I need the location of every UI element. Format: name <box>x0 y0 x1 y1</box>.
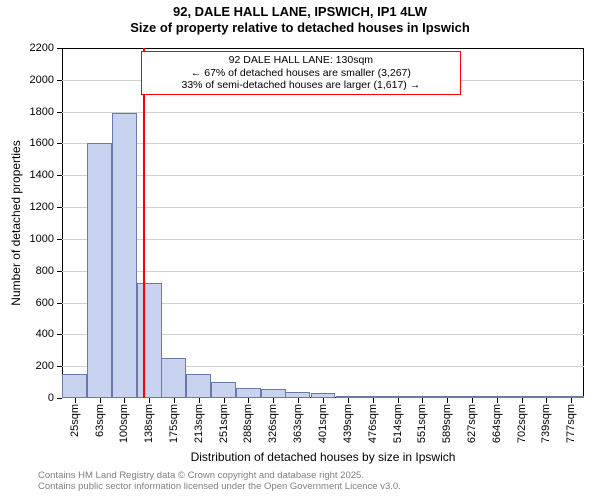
x-tick <box>323 398 324 403</box>
y-tick-label: 1000 <box>30 233 62 245</box>
histogram-bar <box>236 388 261 398</box>
x-tick-label: 551sqm <box>416 404 428 443</box>
x-tick <box>422 398 423 403</box>
x-tick-label: 401sqm <box>317 404 329 443</box>
x-tick <box>447 398 448 403</box>
histogram-bar <box>211 382 236 398</box>
footer-line1: Contains HM Land Registry data © Crown c… <box>38 470 600 481</box>
x-tick-label: 664sqm <box>491 404 503 443</box>
x-tick <box>298 398 299 403</box>
x-axis-title: Distribution of detached houses by size … <box>191 450 456 464</box>
histogram-bar <box>62 374 87 398</box>
x-tick-label: 175sqm <box>168 404 180 443</box>
y-tick-label: 0 <box>48 392 62 404</box>
y-tick-label: 200 <box>36 360 62 372</box>
x-tick-label: 138sqm <box>143 404 155 443</box>
x-tick-label: 514sqm <box>392 404 404 443</box>
gridline-h <box>62 239 584 240</box>
chart-title-line2: Size of property relative to detached ho… <box>0 20 600 36</box>
reference-line <box>143 48 145 398</box>
y-tick-label: 1800 <box>30 106 62 118</box>
footer-line2: Contains public sector information licen… <box>38 481 600 492</box>
x-tick <box>522 398 523 403</box>
x-tick <box>124 398 125 403</box>
x-tick-label: 739sqm <box>540 404 552 443</box>
histogram-bar <box>186 374 211 398</box>
histogram-bar <box>112 113 137 398</box>
annotation-line1: 92 DALE HALL LANE: 130sqm <box>148 54 454 67</box>
x-tick <box>497 398 498 403</box>
x-tick-label: 476sqm <box>367 404 379 443</box>
annotation-line3: 33% of semi-detached houses are larger (… <box>148 79 454 92</box>
y-tick-label: 2000 <box>30 74 62 86</box>
y-tick-label: 2200 <box>30 42 62 54</box>
histogram-bar <box>137 283 162 398</box>
y-axis-title: Number of detached properties <box>9 140 23 305</box>
x-tick-label: 702sqm <box>516 404 528 443</box>
x-tick-label: 25sqm <box>69 404 81 437</box>
x-tick <box>373 398 374 403</box>
x-tick <box>273 398 274 403</box>
chart-title-line1: 92, DALE HALL LANE, IPSWICH, IP1 4LW <box>0 4 600 20</box>
y-tick-label: 600 <box>36 297 62 309</box>
y-tick-label: 400 <box>36 328 62 340</box>
x-tick-label: 439sqm <box>342 404 354 443</box>
x-tick <box>100 398 101 403</box>
x-tick <box>75 398 76 403</box>
x-tick <box>546 398 547 403</box>
y-tick-label: 1200 <box>30 201 62 213</box>
gridline-h <box>62 207 584 208</box>
x-tick-label: 288sqm <box>242 404 254 443</box>
x-tick-label: 777sqm <box>565 404 577 443</box>
x-tick <box>199 398 200 403</box>
x-tick-label: 251sqm <box>218 404 230 443</box>
chart-plot-area: 0200400600800100012001400160018002000220… <box>62 48 584 398</box>
y-tick-label: 1600 <box>30 137 62 149</box>
x-tick <box>472 398 473 403</box>
x-tick-label: 627sqm <box>466 404 478 443</box>
annotation-line2: ← 67% of detached houses are smaller (3,… <box>148 67 454 80</box>
histogram-bar <box>87 143 112 398</box>
x-tick-label: 63sqm <box>94 404 106 437</box>
x-tick <box>348 398 349 403</box>
gridline-h <box>62 175 584 176</box>
gridline-h <box>62 112 584 113</box>
x-tick <box>224 398 225 403</box>
x-tick <box>571 398 572 403</box>
x-tick <box>248 398 249 403</box>
histogram-bar <box>261 389 286 398</box>
y-tick-label: 800 <box>36 265 62 277</box>
x-tick <box>398 398 399 403</box>
x-tick <box>174 398 175 403</box>
chart-title-block: 92, DALE HALL LANE, IPSWICH, IP1 4LW Siz… <box>0 0 600 35</box>
gridline-h <box>62 143 584 144</box>
x-tick-label: 100sqm <box>118 404 130 443</box>
x-tick-label: 363sqm <box>292 404 304 443</box>
footer-attribution: Contains HM Land Registry data © Crown c… <box>38 470 600 493</box>
annotation-box: 92 DALE HALL LANE: 130sqm← 67% of detach… <box>141 51 461 95</box>
x-tick <box>149 398 150 403</box>
y-tick-label: 1400 <box>30 169 62 181</box>
x-tick-label: 326sqm <box>267 404 279 443</box>
gridline-h <box>62 271 584 272</box>
x-tick-label: 213sqm <box>193 404 205 443</box>
x-tick-label: 589sqm <box>441 404 453 443</box>
histogram-bar <box>161 358 186 398</box>
